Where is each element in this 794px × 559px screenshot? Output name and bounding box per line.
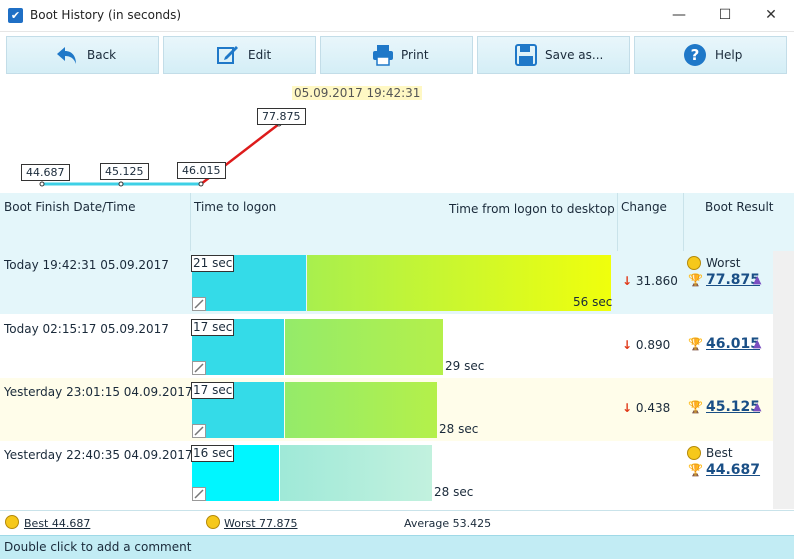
smiley-icon [5,515,19,529]
change-value: 0.890 [635,338,671,352]
desktop-time-bar [307,255,611,311]
app-check-icon: ✔ [8,8,23,23]
change-value: 0.438 [635,401,671,415]
back-arrow-icon [57,47,76,64]
header-result[interactable]: Boot Result [705,200,774,214]
table-row[interactable]: Today 19:42:31 05.09.2017 21 sec 56 sec ↓ 3… [0,251,773,314]
help-icon: ? [684,44,706,66]
trophy-icon: 🏆 [688,337,703,351]
header-date[interactable]: Boot Finish Date/Time [4,200,136,214]
desktop-time-label: 29 sec [445,359,485,373]
minimize-button[interactable]: — [672,7,686,23]
boot-result-link[interactable]: 44.687 [706,462,761,478]
change-value: 31.860 [635,274,678,288]
boot-date: Yesterday 22:40:35 04.09.2017 [4,448,193,462]
edit-label: Edit [248,48,272,62]
smiley-icon [687,256,701,270]
change-cell: ↓ 0.890 [622,338,670,352]
column-separator[interactable] [190,193,191,251]
header-change[interactable]: Change [621,200,667,214]
close-button[interactable]: ✕ [765,7,777,23]
floppy-disk-icon [515,44,537,66]
boot-result-link[interactable]: 46.015 [706,336,761,352]
vertical-scrollbar[interactable] [773,251,794,509]
column-separator[interactable] [683,193,684,251]
rocket-icon: ▲ [753,400,762,413]
edit-icon [217,46,238,64]
print-button[interactable]: Print [320,36,473,74]
change-cell: ↓ 31.860 [622,274,678,288]
save-as-label: Save as... [545,48,604,62]
status-bar: Double click to add a comment [0,535,794,559]
logon-time-label: 17 sec [191,382,235,399]
boot-result-link[interactable]: 77.875 [706,272,761,288]
header-logon[interactable]: Time to logon [194,200,277,214]
arrow-down-icon: ↓ [622,401,633,415]
back-button[interactable]: Back [6,36,159,74]
average-summary: Average 53.425 [404,517,492,530]
add-comment-pencil-icon[interactable] [192,361,206,375]
desktop-time-bar [280,445,432,501]
printer-icon [373,45,393,66]
save-as-button[interactable]: Save as... [477,36,630,74]
maximize-button[interactable]: ☐ [718,7,732,23]
table-header: Boot Finish Date/Time Time to logon Time… [0,193,794,251]
boot-result-link[interactable]: 45.125 [706,399,761,415]
logon-time-label: 17 sec [191,319,235,336]
help-label: Help [715,48,743,62]
worst-summary-link[interactable]: Worst 77.875 [224,517,298,530]
add-comment-pencil-icon[interactable] [192,487,206,501]
add-comment-pencil-icon[interactable] [192,297,206,311]
desktop-time-label: 28 sec [439,422,479,436]
edit-button[interactable]: Edit [163,36,316,74]
table-row[interactable]: Today 02:15:17 05.09.2017 17 sec 29 sec ↓ 0… [0,315,773,378]
toolbar: Back Edit Print Save as... ? Help [0,36,794,76]
print-label: Print [401,48,429,62]
trend-point [39,181,45,187]
trophy-icon: 🏆 [688,400,703,414]
back-label: Back [87,48,117,62]
header-desktop[interactable]: Time from logon to desktop [449,202,615,216]
trophy-icon: 🏆 [688,273,703,287]
selected-date-label: 05.09.2017 19:42:31 [292,86,423,100]
desktop-time-label: 56 sec [573,295,613,309]
logon-time-label: 21 sec [191,255,235,272]
change-cell: ↓ 0.438 [622,401,670,415]
result-rating-label: Best [706,446,733,460]
trophy-icon: 🏆 [688,463,703,477]
logon-time-label: 16 sec [191,445,235,462]
rocket-icon: ▲ [753,337,762,350]
help-button[interactable]: ? Help [634,36,787,74]
svg-text:?: ? [691,46,700,64]
trend-point-label: 77.875 [257,108,306,125]
arrow-down-icon: ↓ [622,338,633,352]
trend-point [198,181,204,187]
boot-date: Today 19:42:31 05.09.2017 [4,258,169,272]
boot-date: Yesterday 23:01:15 04.09.2017 [4,385,193,399]
smiley-icon [206,515,220,529]
arrow-down-icon: ↓ [622,274,633,288]
table-row[interactable]: Yesterday 23:01:15 04.09.2017 17 sec 28 se… [0,378,773,441]
trend-point-label: 45.125 [100,163,149,180]
boot-trend-chart: 05.09.2017 19:42:31 44.687 45.125 46.015… [0,80,794,192]
status-text: Double click to add a comment [4,540,192,554]
table-row[interactable]: Yesterday 22:40:35 04.09.2017 16 sec 28 se… [0,441,773,504]
desktop-time-bar [285,319,443,375]
rocket-icon: ▲ [753,273,762,286]
smiley-icon [687,446,701,460]
title-bar: ✔ Boot History (in seconds) — ☐ ✕ [0,0,794,32]
result-rating-label: Worst [706,256,741,270]
boot-date: Today 02:15:17 05.09.2017 [4,322,169,336]
trend-point [118,181,124,187]
column-separator[interactable] [617,193,618,251]
trend-point-label: 44.687 [21,164,70,181]
add-comment-pencil-icon[interactable] [192,424,206,438]
trend-point-label: 46.015 [177,162,226,179]
window-title: Boot History (in seconds) [30,8,182,22]
summary-footer: Best 44.687 Worst 77.875 Average 53.425 [0,510,794,535]
desktop-time-label: 28 sec [434,485,474,499]
desktop-time-bar [285,382,437,438]
best-summary-link[interactable]: Best 44.687 [24,517,91,530]
